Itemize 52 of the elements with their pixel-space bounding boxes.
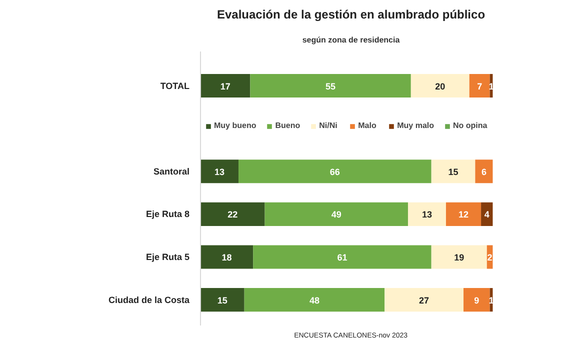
data-label: 18	[222, 252, 232, 262]
bar	[244, 288, 385, 312]
data-label: 66	[330, 166, 340, 177]
data-label: 2	[487, 252, 492, 262]
y-tick-label: Santoral	[153, 166, 190, 176]
bar	[200, 288, 244, 312]
y-tick-label: TOTAL	[160, 80, 190, 91]
bar	[200, 245, 254, 269]
bar	[408, 202, 446, 226]
bar	[384, 288, 464, 312]
data-label: 48	[309, 295, 320, 306]
chart-title: Evaluación de la gestión en alumbrado público	[216, 8, 486, 22]
legend-label: Muy malo	[397, 121, 434, 130]
legend-label: Malo	[358, 121, 378, 130]
data-label: 15	[217, 295, 228, 306]
data-label: 19	[454, 252, 464, 262]
data-label: 12	[458, 210, 469, 220]
data-label: 4	[484, 210, 490, 220]
data-label: 9	[474, 295, 480, 306]
data-label: 13	[422, 210, 432, 220]
bar	[431, 160, 476, 184]
bar	[481, 202, 493, 226]
data-label: 49	[331, 210, 342, 220]
bar	[475, 160, 493, 184]
data-label: 22	[228, 210, 238, 220]
legend-label: Bueno	[275, 121, 300, 130]
data-label: 15	[448, 166, 458, 177]
bar	[238, 160, 432, 184]
data-label: 20	[435, 81, 446, 92]
data-label: 6	[481, 166, 486, 177]
legend-label: Muy bueno	[214, 121, 256, 130]
bar	[464, 288, 490, 312]
data-label: 7	[477, 81, 482, 92]
data-label: 1	[488, 295, 494, 306]
data-label: 55	[326, 81, 336, 92]
data-label: 1	[488, 81, 494, 92]
data-label: 61	[337, 252, 348, 262]
data-label: 17	[220, 81, 230, 92]
bar	[431, 245, 487, 269]
y-tick-label: Ciudad de la Costa	[108, 294, 190, 305]
y-tick-label: Eje Ruta 8	[146, 209, 190, 220]
data-label: 13	[214, 166, 225, 177]
legend-label: No opina	[453, 121, 488, 130]
chart-subtitle: según zona de residencia	[302, 36, 400, 44]
bar	[200, 202, 265, 226]
data-label: 27	[419, 295, 430, 306]
bar	[446, 202, 482, 226]
bar	[253, 245, 432, 269]
y-tick-label: Eje Ruta 5	[146, 252, 190, 262]
bar	[200, 160, 238, 184]
bar	[264, 202, 408, 226]
legend-label: Ni/Ni	[319, 121, 338, 130]
